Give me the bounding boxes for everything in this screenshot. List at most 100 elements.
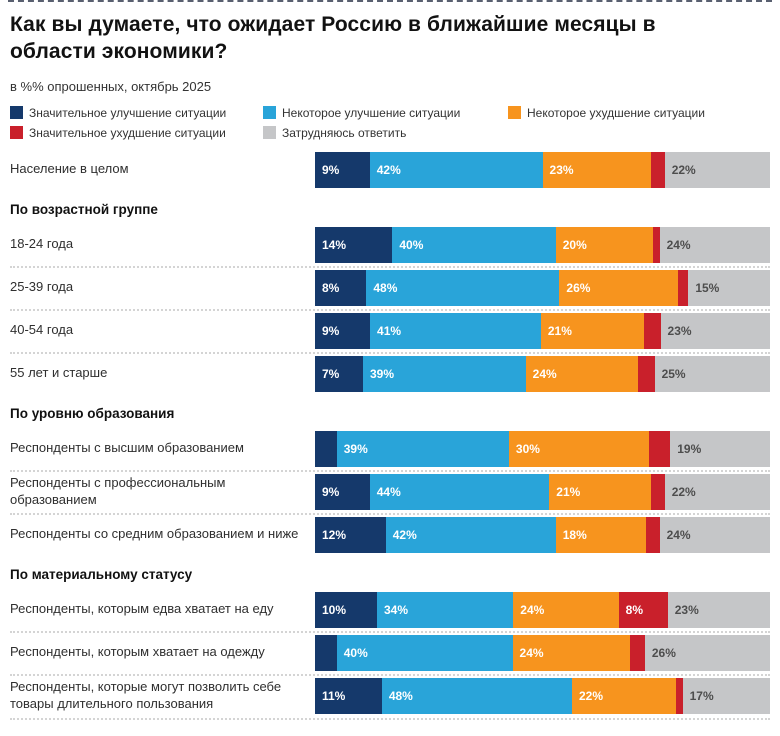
bar-track: 11% 48% 22% 17%	[315, 677, 770, 714]
value-label: 48%	[388, 688, 413, 703]
value-label: 11%	[322, 688, 346, 703]
bar-segment-some_deterioration: 18%	[555, 516, 647, 553]
bar-track: 40% 24% 26%	[315, 634, 770, 671]
row-separator	[10, 308, 770, 311]
bar-segment-significant_improvement: 10%	[315, 591, 377, 628]
value-label: 15%	[695, 280, 720, 295]
value-label: 41%	[377, 323, 402, 338]
bar-segment-difficult_to_answer: 24%	[659, 516, 770, 553]
bar-segment-some_deterioration: 22%	[572, 677, 676, 714]
value-label: 8%	[625, 602, 643, 617]
bar-segment-significant_improvement: 9%	[315, 151, 370, 188]
value-label: 42%	[392, 527, 417, 542]
row-label: 55 лет и старше	[10, 365, 108, 381]
bar-segment-some_deterioration: 24%	[512, 634, 631, 671]
legend-label: Значительное улучшение ситуации	[29, 105, 227, 120]
bar-segment-significant_improvement: 7%	[315, 355, 363, 392]
bar-segment-some_improvement: 40%	[336, 634, 513, 671]
row-separator	[10, 351, 770, 354]
top-crop-line	[8, 0, 772, 2]
bar-segment-some_improvement: 42%	[369, 151, 543, 188]
bar-segment-difficult_to_answer: 22%	[664, 473, 770, 510]
bar-segment-difficult_to_answer: 26%	[644, 634, 770, 671]
value-label: 19%	[677, 441, 702, 456]
value-label: 26%	[651, 645, 676, 660]
legend-label: Значительное ухудшение ситуации	[29, 125, 226, 140]
legend-swatch-icon	[508, 106, 521, 120]
section-header: По уровню образования	[10, 405, 175, 421]
value-label: 23%	[549, 162, 574, 177]
chart-row: 55 лет и старше 7% 39% 24% 25%	[10, 355, 770, 392]
legend-swatch-icon	[10, 126, 23, 140]
chart-row: 18-24 года 14% 40% 20% 24%	[10, 226, 770, 263]
bar-segment-some_deterioration: 24%	[525, 355, 638, 392]
value-label: 24%	[532, 366, 557, 381]
bar-segment-significant_improvement: 8%	[315, 269, 367, 306]
value-label: 8%	[322, 280, 340, 295]
value-label: 10%	[322, 602, 347, 617]
value-label: 20%	[562, 237, 587, 252]
bar-track: 8% 48% 26% 15%	[315, 269, 770, 306]
row-separator	[10, 469, 770, 472]
legend-item-0: Значительное улучшение ситуации	[10, 106, 263, 120]
value-label: 39%	[369, 366, 394, 381]
value-label: 30%	[515, 441, 540, 456]
row-label: 25-39 года	[10, 279, 74, 295]
bar-segment-difficult_to_answer: 23%	[667, 591, 770, 628]
bar-segment-significant_improvement: 14%	[315, 226, 393, 263]
row-label: Население в целом	[10, 161, 129, 177]
bar-segment-significant_deterioration	[646, 516, 660, 553]
bar-segment-some_deterioration: 30%	[508, 430, 649, 467]
bar-track: 9% 42% 23% 22%	[315, 151, 770, 188]
chart-row: Респонденты со средним образованием и ни…	[10, 516, 770, 553]
bar-track: 10% 34% 24% 8% 23%	[315, 591, 770, 628]
legend-swatch-icon	[10, 106, 23, 120]
bar-track: 7% 39% 24% 25%	[315, 355, 770, 392]
page-subtitle: в %% опрошенных, октябрь 2025	[10, 78, 212, 94]
legend: Значительное улучшение ситуации Некоторое…	[10, 106, 770, 140]
value-label: 34%	[384, 602, 409, 617]
chart-row: Респонденты, которым хватает на одежду 40…	[10, 634, 770, 671]
bar-segment-some_improvement: 42%	[385, 516, 556, 553]
value-label: 44%	[376, 484, 401, 499]
value-label: 24%	[666, 527, 691, 542]
row-label: Респонденты, которым хватает на одежду	[10, 644, 265, 660]
row-label: Респонденты со средним образованием и ни…	[10, 526, 299, 542]
value-label: 39%	[343, 441, 368, 456]
row-label: Респонденты, которые могут позволить себ…	[10, 679, 282, 711]
legend-item-3: Значительное ухудшение ситуации	[10, 126, 263, 140]
bar-segment-some_deterioration: 26%	[559, 269, 679, 306]
bar-segment-some_deterioration: 21%	[540, 312, 644, 349]
bar-segment-some_improvement: 41%	[370, 312, 541, 349]
chart-row: Респонденты с профессиональным образован…	[10, 473, 770, 510]
bar-segment-significant_deterioration	[652, 226, 660, 263]
bar-segment-difficult_to_answer: 22%	[664, 151, 770, 188]
legend-swatch-icon	[263, 126, 276, 140]
section-header: По материальному статусу	[10, 566, 193, 582]
bar-segment-some_deterioration: 24%	[513, 591, 619, 628]
bar-segment-some_improvement: 44%	[369, 473, 550, 510]
chart-row: 25-39 года 8% 48% 26% 15%	[10, 269, 770, 306]
bar-segment-significant_improvement: 9%	[315, 312, 371, 349]
bar-segment-significant_deterioration	[675, 677, 683, 714]
row-label: Респонденты с профессиональным образован…	[10, 475, 226, 507]
value-label: 22%	[671, 162, 696, 177]
bar-segment-some_improvement: 48%	[381, 677, 572, 714]
value-label: 42%	[376, 162, 401, 177]
value-label: 17%	[689, 688, 714, 703]
value-label: 9%	[322, 162, 340, 177]
bar-segment-significant_deterioration	[651, 151, 665, 188]
bar-segment-some_improvement: 39%	[362, 355, 526, 392]
chart: Население в целом 9% 42% 23% 22% По возрастно…	[10, 151, 771, 720]
value-label: 14%	[322, 237, 347, 252]
row-separator	[10, 673, 770, 676]
bar-segment-difficult_to_answer: 25%	[654, 355, 770, 392]
value-label: 23%	[674, 602, 699, 617]
value-label: 40%	[343, 645, 368, 660]
legend-label: Некоторое улучшение ситуации	[282, 105, 461, 120]
section-header: По возрастной группе	[10, 201, 158, 217]
chart-row: Респонденты с высшим образованием 39% 30% 1…	[10, 430, 771, 467]
value-label: 24%	[520, 602, 545, 617]
bar-track: 12% 42% 18% 24%	[315, 516, 770, 553]
